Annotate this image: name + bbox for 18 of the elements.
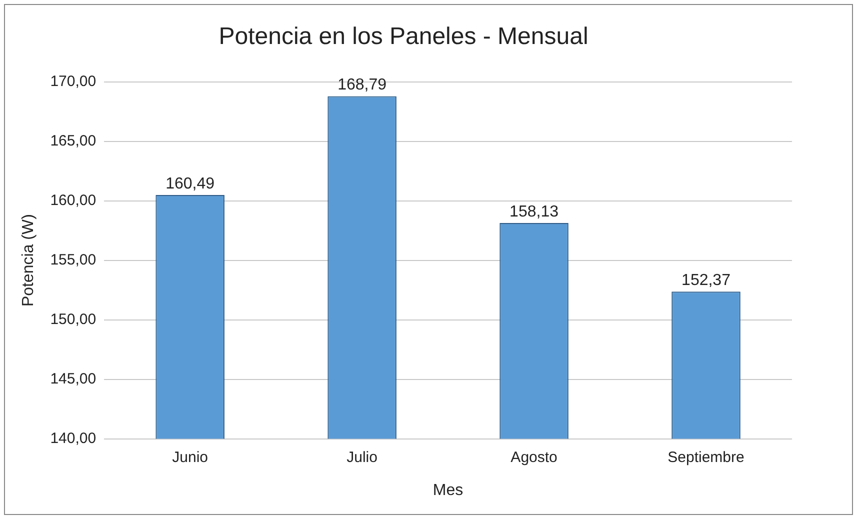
x-tick-label: Julio xyxy=(346,448,378,466)
data-label: 158,13 xyxy=(510,203,559,220)
x-axis-title: Mes xyxy=(432,482,464,499)
x-tick-label: Agosto xyxy=(510,448,558,466)
y-tick-label: 160,00 xyxy=(50,192,96,209)
y-tick-label: 150,00 xyxy=(50,310,96,328)
y-tick-label: 145,00 xyxy=(50,370,96,388)
y-tick-label: 155,00 xyxy=(50,251,96,268)
y-tick-label: 140,00 xyxy=(50,430,96,447)
y-tick-label: 165,00 xyxy=(50,132,96,150)
chart-title: Potencia en los Paneles - Mensual xyxy=(218,23,588,50)
data-label: 168,79 xyxy=(338,76,387,94)
data-label: 152,37 xyxy=(682,272,731,290)
x-tick-label: Junio xyxy=(172,448,208,466)
x-tick-label: Septiembre xyxy=(668,448,744,466)
y-tick-label: 170,00 xyxy=(50,72,96,90)
data-label: 160,49 xyxy=(166,175,215,192)
y-axis-title: Potencia (W) xyxy=(20,214,38,307)
